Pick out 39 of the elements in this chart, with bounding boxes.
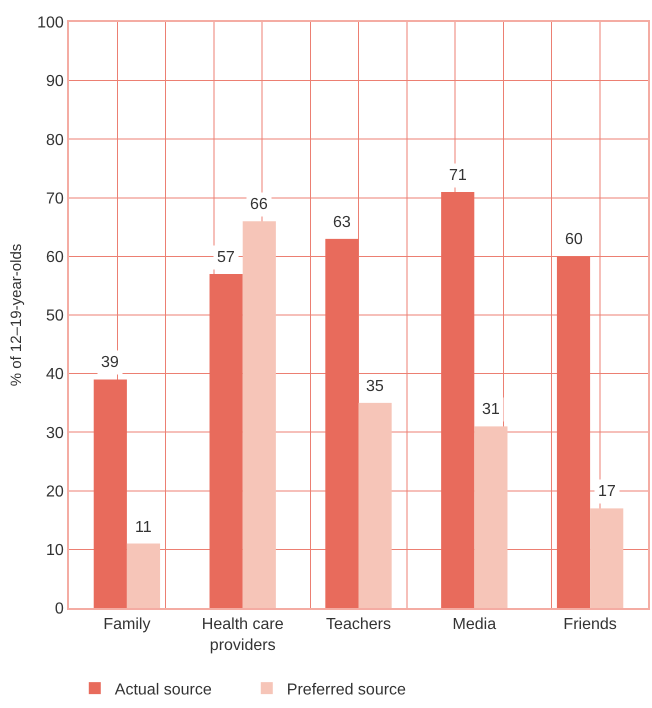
data-label: 31 <box>482 401 500 418</box>
data-label: 60 <box>565 231 583 248</box>
bar <box>441 192 474 608</box>
y-tick-label: 50 <box>46 308 64 325</box>
x-tick-label: Health care providers <box>202 616 284 654</box>
bar <box>242 221 276 608</box>
bar <box>358 402 392 608</box>
y-tick-label: 30 <box>46 424 64 442</box>
data-label: 66 <box>250 196 268 213</box>
data-label: 57 <box>217 249 235 266</box>
y-tick-label: 80 <box>46 132 64 149</box>
y-tick-label: 100 <box>37 14 64 32</box>
legend-label: Actual source <box>114 681 212 698</box>
data-label: 71 <box>449 167 467 184</box>
y-tick-label: 10 <box>46 542 64 559</box>
data-label: 39 <box>101 354 119 371</box>
data-label: 11 <box>135 519 152 536</box>
data-label: 63 <box>333 214 351 231</box>
y-axis-title: % of 12–19-year-olds <box>8 244 25 386</box>
y-tick-label: 70 <box>46 190 64 208</box>
x-tick-label: Friends <box>563 616 617 634</box>
y-tick-label: 60 <box>46 249 64 266</box>
data-label: 35 <box>366 378 384 395</box>
bar <box>325 238 358 608</box>
y-tick-label: 40 <box>46 366 64 384</box>
bar <box>474 426 508 608</box>
x-tick-label: Teachers <box>326 616 391 634</box>
y-tick-label: 0 <box>54 600 64 618</box>
bar <box>590 508 624 608</box>
bar <box>210 274 243 608</box>
bar <box>94 379 127 608</box>
y-tick-label: 90 <box>46 73 64 90</box>
bar <box>126 544 160 608</box>
y-tick-label: 20 <box>46 483 64 500</box>
data-label: 17 <box>598 483 616 500</box>
x-tick-label: Media <box>452 616 496 634</box>
bar <box>556 256 590 608</box>
x-tick-label: Family <box>103 616 150 634</box>
legend-label: Preferred source <box>286 681 406 698</box>
